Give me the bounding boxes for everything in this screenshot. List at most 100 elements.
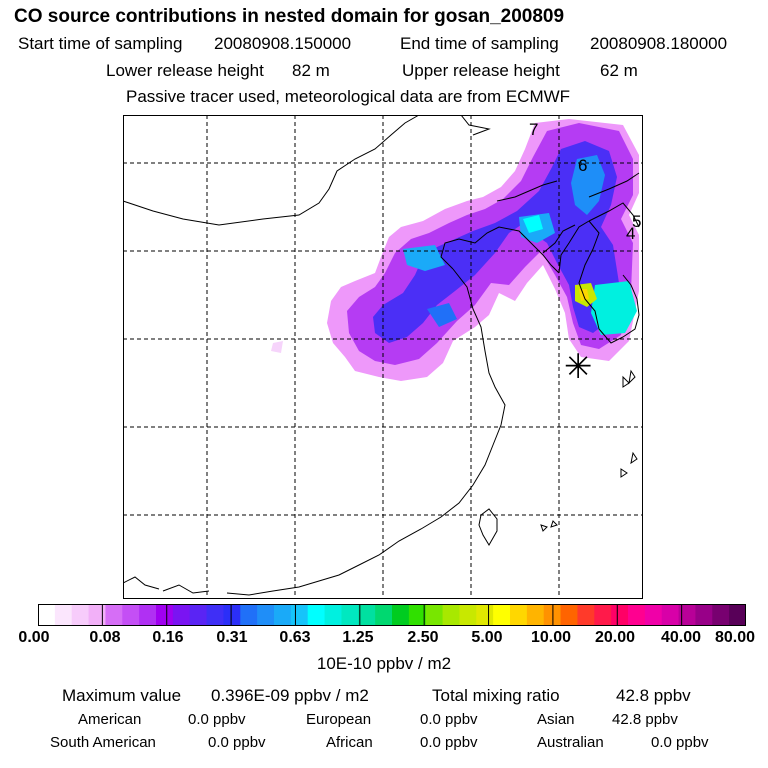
colorbar-cell bbox=[611, 604, 629, 626]
total-mixing-label: Total mixing ratio bbox=[432, 686, 560, 705]
colorbar-tick-label: 2.50 bbox=[407, 629, 439, 646]
day-marker: 5 bbox=[632, 212, 641, 231]
day-marker: 6 bbox=[578, 156, 587, 175]
colorbar-tick-label: 0.31 bbox=[216, 629, 248, 646]
colorbar-dividers bbox=[101, 604, 683, 626]
border-mongolia bbox=[123, 115, 420, 226]
colorbar-cell bbox=[442, 604, 460, 626]
start-time-label: Start time of sampling bbox=[18, 34, 183, 53]
coast-south bbox=[162, 584, 210, 594]
colorbar-cell bbox=[543, 604, 562, 626]
colorbar-cell bbox=[678, 604, 696, 626]
map-title: CO source contributions in nested domain… bbox=[14, 6, 565, 27]
colorbar-cell bbox=[695, 604, 713, 626]
colorbar-cell bbox=[594, 604, 612, 626]
colorbar-frame bbox=[38, 604, 746, 626]
upper-height-label: Upper release height bbox=[402, 61, 560, 80]
region-name: Australian bbox=[537, 734, 604, 751]
colorbar-cell bbox=[661, 604, 680, 626]
colorbar-cell bbox=[358, 604, 376, 626]
region-value: 0.0 ppbv bbox=[420, 734, 478, 751]
coast-bohai bbox=[440, 226, 560, 274]
colorbar-cell bbox=[122, 604, 140, 626]
colorbar-cell bbox=[88, 604, 106, 626]
region-name: South American bbox=[50, 734, 156, 751]
colorbar-cell bbox=[577, 604, 595, 626]
colorbar-cell bbox=[156, 604, 174, 626]
colorbar-cell bbox=[290, 604, 309, 626]
colorbar-cell bbox=[172, 604, 191, 626]
total-mixing-value: 42.8 ppbv bbox=[616, 686, 691, 705]
region-name: American bbox=[78, 711, 142, 728]
colorbar-cell bbox=[307, 604, 326, 626]
colorbar-cell bbox=[729, 604, 746, 626]
source-contribution-map: 7 6 5 4 ✳ bbox=[123, 115, 643, 599]
colorbar-cell bbox=[38, 604, 56, 626]
receptor-marker-icon: ✳ bbox=[564, 347, 593, 387]
end-time-label: End time of sampling bbox=[400, 34, 559, 53]
region-name: African bbox=[326, 734, 373, 751]
colorbar-cell bbox=[392, 604, 410, 626]
island-ryukyu-a bbox=[630, 451, 638, 465]
colorbar-cell bbox=[139, 604, 157, 626]
colorbar-cell bbox=[189, 604, 208, 626]
colorbar-cell bbox=[425, 604, 444, 626]
region-value: 42.8 ppbv bbox=[612, 711, 678, 728]
coastlines bbox=[123, 115, 640, 596]
region-name: Asian bbox=[537, 711, 575, 728]
max-value-label: Maximum value bbox=[62, 686, 182, 705]
region-value: 0.0 ppbv bbox=[188, 711, 246, 728]
region-value: 0.0 ppbv bbox=[420, 711, 478, 728]
region-value: 0.0 ppbv bbox=[208, 734, 266, 751]
colorbar-cell bbox=[54, 604, 73, 626]
lower-height-label: Lower release height bbox=[106, 61, 264, 80]
colorbar-cell bbox=[341, 604, 359, 626]
upper-height-value: 62 m bbox=[600, 61, 638, 80]
colorbar-cell bbox=[375, 604, 393, 626]
colorbar-tick-label: 0.16 bbox=[152, 629, 184, 646]
colorbar-tick-label: 80.00 bbox=[714, 629, 756, 646]
end-time-value: 20080908.180000 bbox=[590, 34, 728, 53]
plume-blue-shandong bbox=[427, 303, 457, 327]
coast-liaodong bbox=[558, 220, 590, 274]
max-value: 0.396E-09 ppbv / m2 bbox=[211, 686, 369, 705]
island-kyushu-a bbox=[628, 369, 636, 385]
day-marker: 7 bbox=[529, 120, 538, 139]
colorbar-tick-label: 0.63 bbox=[279, 629, 311, 646]
colorbar-tick-label: 0.08 bbox=[89, 629, 121, 646]
colorbar-cell bbox=[408, 604, 427, 626]
day-marker: 4 bbox=[626, 224, 635, 243]
colorbar-tick-label: 5.00 bbox=[471, 629, 503, 646]
region-value: 0.0 ppbv bbox=[651, 734, 709, 751]
graticule bbox=[123, 115, 643, 599]
colorbar bbox=[38, 604, 746, 626]
colorbar-cell bbox=[206, 604, 224, 626]
contribution-plume bbox=[271, 119, 639, 381]
border-inner bbox=[496, 180, 558, 202]
colorbar-cell bbox=[71, 604, 90, 626]
island-ryukyu-b bbox=[620, 468, 628, 478]
colorbar-tick-label: 20.00 bbox=[594, 629, 636, 646]
plume-cyan-korea bbox=[591, 281, 637, 335]
colorbar-unit-label: 10E-10 ppbv / m2 bbox=[316, 654, 452, 673]
plume-speck bbox=[271, 341, 283, 353]
colorbar-cell bbox=[257, 604, 275, 626]
island-kyushu-b bbox=[622, 375, 630, 388]
colorbar-cell bbox=[459, 604, 477, 626]
colorbar-cell bbox=[240, 604, 258, 626]
colorbar-cell bbox=[628, 604, 646, 626]
border-northeast bbox=[460, 115, 491, 136]
colorbar-cell bbox=[526, 604, 545, 626]
plume-blue-north bbox=[571, 155, 605, 215]
coast-china-east bbox=[226, 268, 506, 596]
colorbar-cells bbox=[38, 604, 746, 626]
plume-core bbox=[373, 141, 619, 343]
border-manchuria bbox=[588, 172, 640, 198]
colorbar-cell bbox=[274, 604, 292, 626]
island-small-b bbox=[550, 520, 558, 528]
colorbar-tick-label: 1.25 bbox=[342, 629, 374, 646]
start-time-value: 20080908.150000 bbox=[214, 34, 352, 53]
colorbar-cell bbox=[712, 604, 730, 626]
border-korea-north bbox=[588, 202, 640, 228]
lower-height-value: 82 m bbox=[292, 61, 330, 80]
